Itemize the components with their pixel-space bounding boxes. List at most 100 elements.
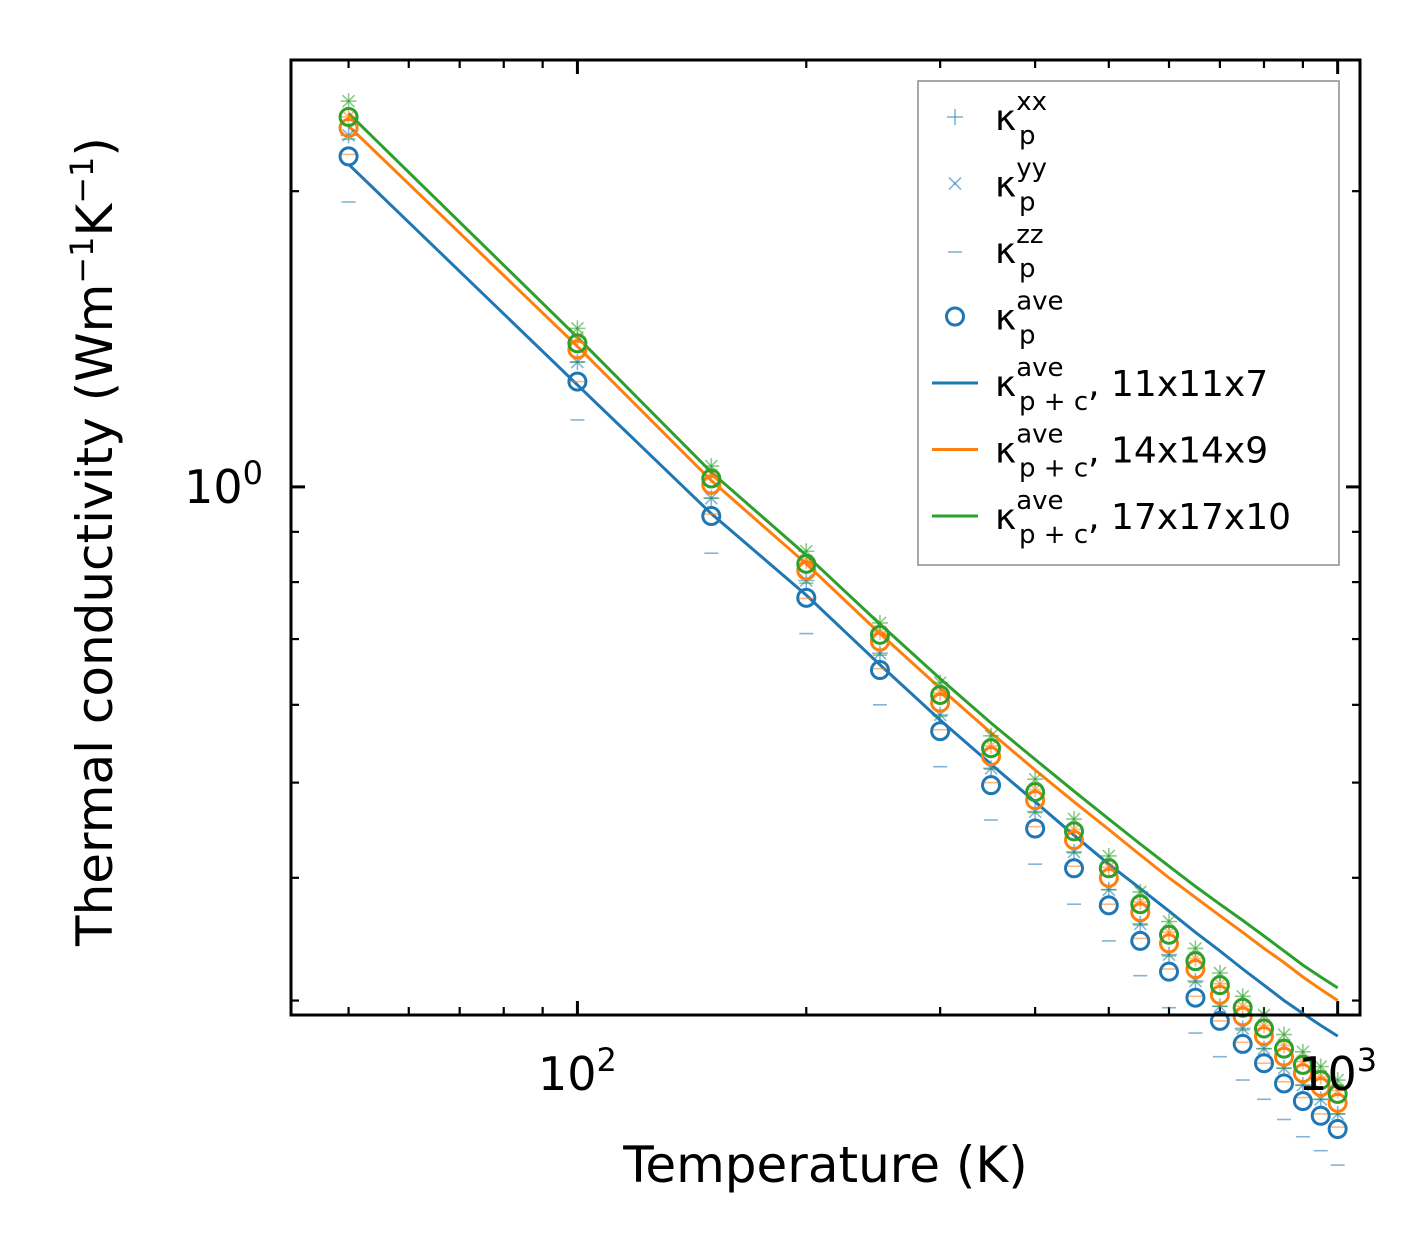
kappa-ave-point — [1292, 1063, 1313, 1084]
x-axis-label: Temperature (K) — [622, 1136, 1027, 1194]
kappa-ave-point — [930, 684, 951, 705]
kappa-ave-point — [869, 631, 890, 652]
kappa-ave-point — [1253, 1018, 1274, 1039]
legend-label-sub: p + c — [1019, 520, 1088, 550]
kappa-ave-point — [1130, 894, 1151, 915]
y-axis-label-exp2: −1 — [63, 157, 101, 204]
kappa-ave-point — [1098, 867, 1119, 888]
x-tick-label-exp: 2 — [597, 1041, 617, 1079]
kappa-yy-point-b — [570, 321, 584, 335]
legend-label-suffix: , 11x11x7 — [1088, 364, 1268, 405]
kappa-ave-point — [869, 624, 890, 645]
x-tick-label: 102 — [538, 1041, 617, 1101]
kappa-ave-point — [1327, 1092, 1348, 1113]
legend-label: κave p + c, 14x14x9 — [995, 420, 1268, 484]
legend-label: κzz p — [995, 220, 1044, 284]
legend-label-sup: zz — [1016, 220, 1043, 250]
kappa-ave-point — [981, 746, 1002, 767]
y-axis-label-mid: K — [66, 203, 124, 237]
kappa-ave-point — [701, 506, 722, 527]
legend-label-base: κ — [995, 497, 1016, 538]
series-ave-14x14x9 — [338, 117, 1348, 1113]
legend-entry: κave p + c, 14x14x9 — [932, 420, 1268, 484]
kappa-ave-point — [1274, 1046, 1295, 1067]
kappa-ave-point — [869, 660, 890, 681]
kappa-ave-point — [1025, 782, 1046, 803]
kappa-ave-point — [930, 692, 951, 713]
kappa-yy-point-b — [1162, 915, 1176, 929]
y-axis-label-exp1: −1 — [63, 237, 101, 284]
legend-label-base: κ — [995, 364, 1016, 405]
kappa-ave-point — [796, 560, 817, 581]
x-tick-label-base: 10 — [538, 1047, 597, 1101]
kappa-ave-point — [1185, 987, 1206, 1008]
kappa-ave-point — [981, 738, 1002, 759]
legend-label: κave p + c, 17x17x10 — [995, 486, 1291, 550]
legend-label-sup: yy — [1016, 154, 1047, 184]
kappa-ave-point — [701, 474, 722, 495]
legend-label: κave p — [995, 287, 1064, 351]
legend-entry: κave p — [945, 287, 1064, 351]
legend-label-sup: ave — [1016, 353, 1063, 383]
legend-label-sub: p — [1019, 321, 1036, 351]
y-tick-label: 100 — [184, 454, 263, 514]
series-ave-17x17x10 — [338, 106, 1348, 1104]
kappa-ave-point — [796, 587, 817, 608]
legend-label-base: κ — [995, 298, 1016, 339]
legend-label: κyy p — [995, 154, 1047, 218]
kappa-ave-point — [1159, 933, 1180, 954]
kappa-ave-point — [1209, 1010, 1230, 1031]
x-tick-label-exp: 3 — [1357, 1041, 1377, 1079]
legend-box — [917, 80, 1340, 566]
kappa-ave-point — [981, 775, 1002, 796]
kappa-ave-point — [1098, 895, 1119, 916]
y-tick-label-base: 10 — [184, 460, 243, 514]
kappa-ave-point — [1130, 902, 1151, 923]
kappa-yy-point-b — [1314, 1059, 1328, 1074]
legend-marker-x-b — [948, 176, 962, 191]
kappa-yy-point-b — [1277, 1028, 1291, 1042]
kappa-ave-point — [1310, 1105, 1331, 1126]
legend-label-sub: p — [1019, 254, 1036, 284]
kappa-ave-point — [1209, 984, 1230, 1005]
kappa-ave-point — [1185, 951, 1206, 972]
legend-label-sub: p + c — [1019, 387, 1088, 417]
kappa-ave-point — [1292, 1091, 1313, 1112]
legend-label-base: κ — [995, 231, 1016, 272]
y-tick-label-exp: 0 — [243, 454, 263, 492]
kappa-ave-point — [567, 333, 588, 354]
kappa-ave-point — [1159, 961, 1180, 982]
legend-label-base: κ — [995, 98, 1016, 139]
kappa-ave-point — [701, 468, 722, 489]
kappa-ave-point — [1025, 790, 1046, 811]
kappa-ave-point — [1310, 1076, 1331, 1097]
kappa-ave-point — [1292, 1054, 1313, 1075]
legend-entry: κxx p — [947, 87, 1047, 151]
legend-marker-circle — [945, 306, 965, 327]
plot-data — [338, 93, 1348, 1166]
y-axis-label-end: ) — [66, 137, 124, 157]
x-tick-label: 103 — [1298, 1041, 1377, 1101]
legend-label-sup: xx — [1016, 87, 1047, 117]
kappa-ave-point — [1064, 830, 1085, 851]
kappa-ave-point — [1253, 1026, 1274, 1047]
kappa-ave-point — [796, 553, 817, 574]
legend-entry: κyy p — [948, 154, 1047, 218]
legend-label-sup: ave — [1016, 420, 1063, 450]
kappa-ave-point — [1130, 930, 1151, 951]
legend-label-base: κ — [995, 165, 1016, 206]
legend-entry: κave p + c, 17x17x10 — [932, 486, 1291, 550]
kappa-ave-point — [1025, 818, 1046, 839]
legend-label-sup: ave — [1016, 287, 1063, 317]
legend-label-sup: ave — [1016, 486, 1063, 516]
legend-entry: κzz p — [948, 220, 1044, 284]
kappa-ave-point — [1310, 1070, 1331, 1091]
y-axis-label-main: Thermal conductivity (Wm — [66, 284, 124, 947]
kappa-ave-point — [1327, 1118, 1348, 1139]
kappa-yy-point-b — [342, 94, 356, 108]
fit-line-14x14x9 — [347, 124, 1339, 1002]
fit-line-11x11x7 — [347, 163, 1339, 1038]
kappa-ave-point — [1159, 924, 1180, 945]
